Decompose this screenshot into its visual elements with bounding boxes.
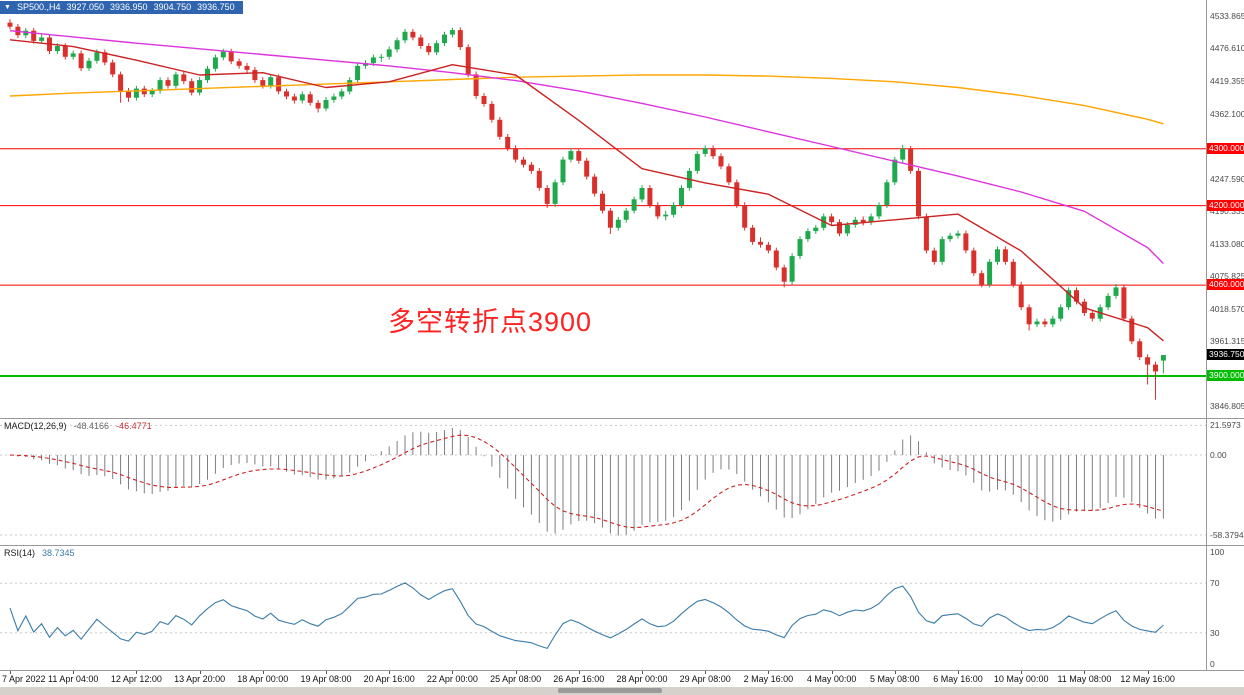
chart-annotation-text: 多空转折点3900 <box>388 307 593 337</box>
time-axis-tick <box>136 671 138 674</box>
time-axis-label: 28 Apr 00:00 <box>616 674 668 684</box>
ohlc-high-value: 3936.950 <box>110 2 148 12</box>
time-axis-label: 13 Apr 20:00 <box>174 674 226 684</box>
time-axis-tick <box>1084 671 1086 674</box>
time-axis-label: 29 Apr 08:00 <box>679 674 731 684</box>
rsi-tick-label: 70 <box>1210 578 1220 589</box>
time-axis-tick <box>705 671 707 674</box>
price-tick-label: 4419.355 <box>1210 76 1244 86</box>
price-axis[interactable]: 4533.865 4476.610 4419.355 4362.100 4247.590… <box>1206 0 1244 671</box>
time-axis-label: 26 Apr 16:00 <box>553 674 605 684</box>
time-axis-label: 5 May 08:00 <box>870 674 920 684</box>
ohlc-close-value: 3936.750 <box>197 2 235 12</box>
hline-price-tag: 4300.000 <box>1207 142 1244 154</box>
rsi-value: 38.7345 <box>42 548 75 558</box>
price-chart-panel[interactable]: ▼ SP500.,H4 3927.050 3936.950 3904.750 3… <box>0 0 1206 418</box>
macd-chart-canvas[interactable] <box>0 419 1206 545</box>
time-axis-tick <box>578 671 580 674</box>
rsi-indicator-panel[interactable]: RSI(14) 38.7345 <box>0 546 1206 670</box>
time-axis-tick <box>1147 671 1149 674</box>
time-axis-tick <box>958 671 959 674</box>
macd-tick-label: -58.3794 <box>1210 529 1244 540</box>
macd-tick-label: 21.5973 <box>1210 420 1241 431</box>
panel-divider[interactable] <box>0 418 1244 419</box>
ohlc-open-value: 3927.050 <box>66 2 105 12</box>
time-axis-label: 20 Apr 16:00 <box>363 674 415 684</box>
time-axis-label: 10 May 00:00 <box>993 674 1049 684</box>
time-axis-tick <box>262 671 264 674</box>
time-axis-label: 7 Apr 2022 <box>2 674 46 684</box>
price-tick-label: 4533.865 <box>1210 10 1244 21</box>
macd-signal-value: -46.4771 <box>116 421 152 431</box>
rsi-tick-label: 0 <box>1210 659 1215 669</box>
symbol-timeframe-label: SP500.,H4 <box>16 2 61 12</box>
candlestick-chart-canvas[interactable] <box>0 0 1206 418</box>
time-axis-tick <box>73 671 75 674</box>
rsi-chart-canvas[interactable] <box>0 546 1206 670</box>
time-axis-tick <box>326 671 327 674</box>
time-axis-tick <box>831 671 833 674</box>
rsi-tick-label: 100 <box>1210 547 1225 557</box>
time-axis-label: 2 May 16:00 <box>743 674 794 684</box>
time-axis-tick <box>389 671 391 674</box>
chart-title-bar[interactable]: ▼ SP500.,H4 3927.050 3936.950 3904.750 3… <box>0 1 243 14</box>
macd-main-value: -48.4166 <box>73 421 110 431</box>
current-price-tag: 3936.750 <box>1207 349 1244 361</box>
time-axis-tick <box>642 671 643 674</box>
hline-price-tag: 3900.000 <box>1207 369 1244 381</box>
price-tick-label: 4476.610 <box>1210 43 1244 54</box>
price-tick-label: 4018.570 <box>1210 303 1244 314</box>
rsi-tick-label: 30 <box>1210 627 1220 638</box>
macd-indicator-panel[interactable]: MACD(12,26,9) -48.4166 -46.4771 <box>0 419 1206 545</box>
time-axis-label: 4 May 00:00 <box>806 674 857 684</box>
dropdown-arrow-icon[interactable]: ▼ <box>4 4 11 11</box>
time-axis-tick <box>1021 671 1023 674</box>
time-axis-tick <box>452 671 454 674</box>
rsi-indicator-label: RSI(14) 38.7345 <box>4 548 75 558</box>
time-axis-tick <box>199 671 201 674</box>
price-tick-label: 4247.590 <box>1210 173 1244 184</box>
time-axis-label: 12 Apr 12:00 <box>110 674 162 684</box>
panel-divider <box>0 670 1244 671</box>
price-tick-label: 3846.805 <box>1210 401 1244 412</box>
macd-indicator-label: MACD(12,26,9) -48.4166 -46.4771 <box>4 421 152 431</box>
time-axis-tick <box>768 671 770 674</box>
time-axis-tick <box>894 671 896 674</box>
price-tick-label: 4133.080 <box>1210 238 1244 249</box>
price-tick-label: 3961.315 <box>1210 336 1244 347</box>
time-axis-label: 12 May 16:00 <box>1120 674 1175 684</box>
time-axis-label: 11 May 08:00 <box>1057 674 1112 684</box>
macd-tick-label: 0.00 <box>1210 450 1227 461</box>
macd-title: MACD(12,26,9) <box>4 421 67 431</box>
ohlc-low-value: 3904.750 <box>153 2 192 12</box>
time-axis-label: 19 Apr 08:00 <box>300 674 352 684</box>
panel-divider[interactable] <box>0 545 1244 546</box>
time-axis-label: 18 Apr 00:00 <box>237 674 289 684</box>
rsi-title: RSI(14) <box>4 548 36 558</box>
window-bottom-bar <box>0 687 1244 695</box>
price-tick-label: 4362.100 <box>1210 108 1244 119</box>
hline-price-tag: 4200.000 <box>1207 199 1244 211</box>
time-axis-label: 11 Apr 04:00 <box>48 674 99 684</box>
horizontal-scrollbar-thumb[interactable] <box>558 688 662 693</box>
price-tick-label: 4075.825 <box>1210 271 1244 282</box>
hline-price-tag: 4060.000 <box>1207 279 1244 291</box>
time-axis-tick <box>515 671 517 674</box>
time-axis-label: 25 Apr 08:00 <box>490 674 542 684</box>
time-axis[interactable]: 7 Apr 2022 11 Apr 04:00 12 Apr 12:00 13 Apr… <box>0 671 1244 687</box>
price-tick-label: 4190.335 <box>1210 206 1244 217</box>
time-axis-label: 6 May 16:00 <box>933 674 983 684</box>
time-axis-label: 22 Apr 00:00 <box>426 674 478 684</box>
time-axis-tick <box>10 671 11 674</box>
